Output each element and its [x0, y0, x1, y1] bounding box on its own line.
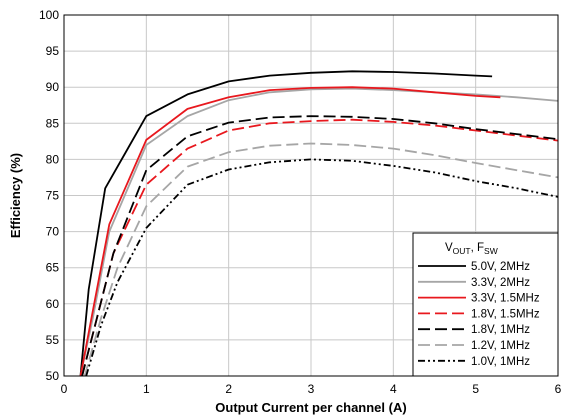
x-tick-label: 0 — [61, 382, 68, 396]
series-line-1-0v-1mhz — [85, 158, 559, 377]
series-line-5-0v-2mhz — [79, 70, 493, 377]
legend-label: 1.8V, 1.5MHz — [471, 308, 540, 320]
legend-label: 1.8V, 1MHz — [471, 324, 530, 336]
series-line-1-2v-1mhz — [83, 142, 559, 377]
y-axis-title: Efficiency (%) — [8, 153, 23, 238]
legend-label: 3.3V, 1.5MHz — [471, 293, 540, 305]
y-tick-label: 70 — [46, 225, 60, 239]
y-tick-label: 100 — [39, 8, 59, 22]
y-axis-ticks: 50 55 60 65 70 75 80 85 90 95 100 — [39, 8, 59, 383]
series-line-3-3v-2mhz — [79, 87, 559, 377]
y-tick-label: 95 — [46, 44, 60, 58]
legend-title: VOUT, FSW — [445, 242, 498, 256]
x-tick-label: 1 — [143, 382, 150, 396]
x-tick-label: 2 — [225, 382, 232, 396]
y-tick-label: 55 — [46, 333, 60, 347]
legend: VOUT, FSW 5.0V, 2MHz 3.3V, 2MHz 3.3V, 1.5M… — [412, 232, 559, 377]
grid-lines — [64, 15, 558, 376]
legend-label: 5.0V, 2MHz — [471, 261, 530, 273]
x-tick-label: 6 — [555, 382, 562, 396]
x-tick-label: 5 — [472, 382, 479, 396]
y-tick-label: 90 — [46, 80, 60, 94]
legend-label: 1.0V, 1MHz — [471, 356, 530, 368]
plot-frame — [63, 14, 559, 377]
y-tick-label: 80 — [46, 152, 60, 166]
series-layer — [79, 70, 559, 377]
y-tick-label: 60 — [46, 297, 60, 311]
y-tick-label: 85 — [46, 116, 60, 130]
y-tick-label: 65 — [46, 261, 60, 275]
x-axis-title: Output Current per channel (A) — [215, 400, 406, 415]
x-axis-ticks: 0 1 2 3 4 5 6 — [61, 382, 562, 396]
legend-label: 3.3V, 2MHz — [471, 277, 530, 289]
legend-label: 1.2V, 1MHz — [471, 340, 530, 352]
series-line-3-3v-1-5mhz — [79, 86, 501, 377]
legend-items: 5.0V, 2MHz 3.3V, 2MHz 3.3V, 1.5MHz 1.8V, 1.… — [418, 261, 540, 368]
x-tick-label: 4 — [390, 382, 397, 396]
series-line-1-8v-1mhz — [81, 115, 559, 377]
x-tick-label: 3 — [308, 382, 315, 396]
y-tick-label: 50 — [46, 369, 60, 383]
y-tick-label: 75 — [46, 189, 60, 203]
legend-box — [412, 232, 559, 377]
